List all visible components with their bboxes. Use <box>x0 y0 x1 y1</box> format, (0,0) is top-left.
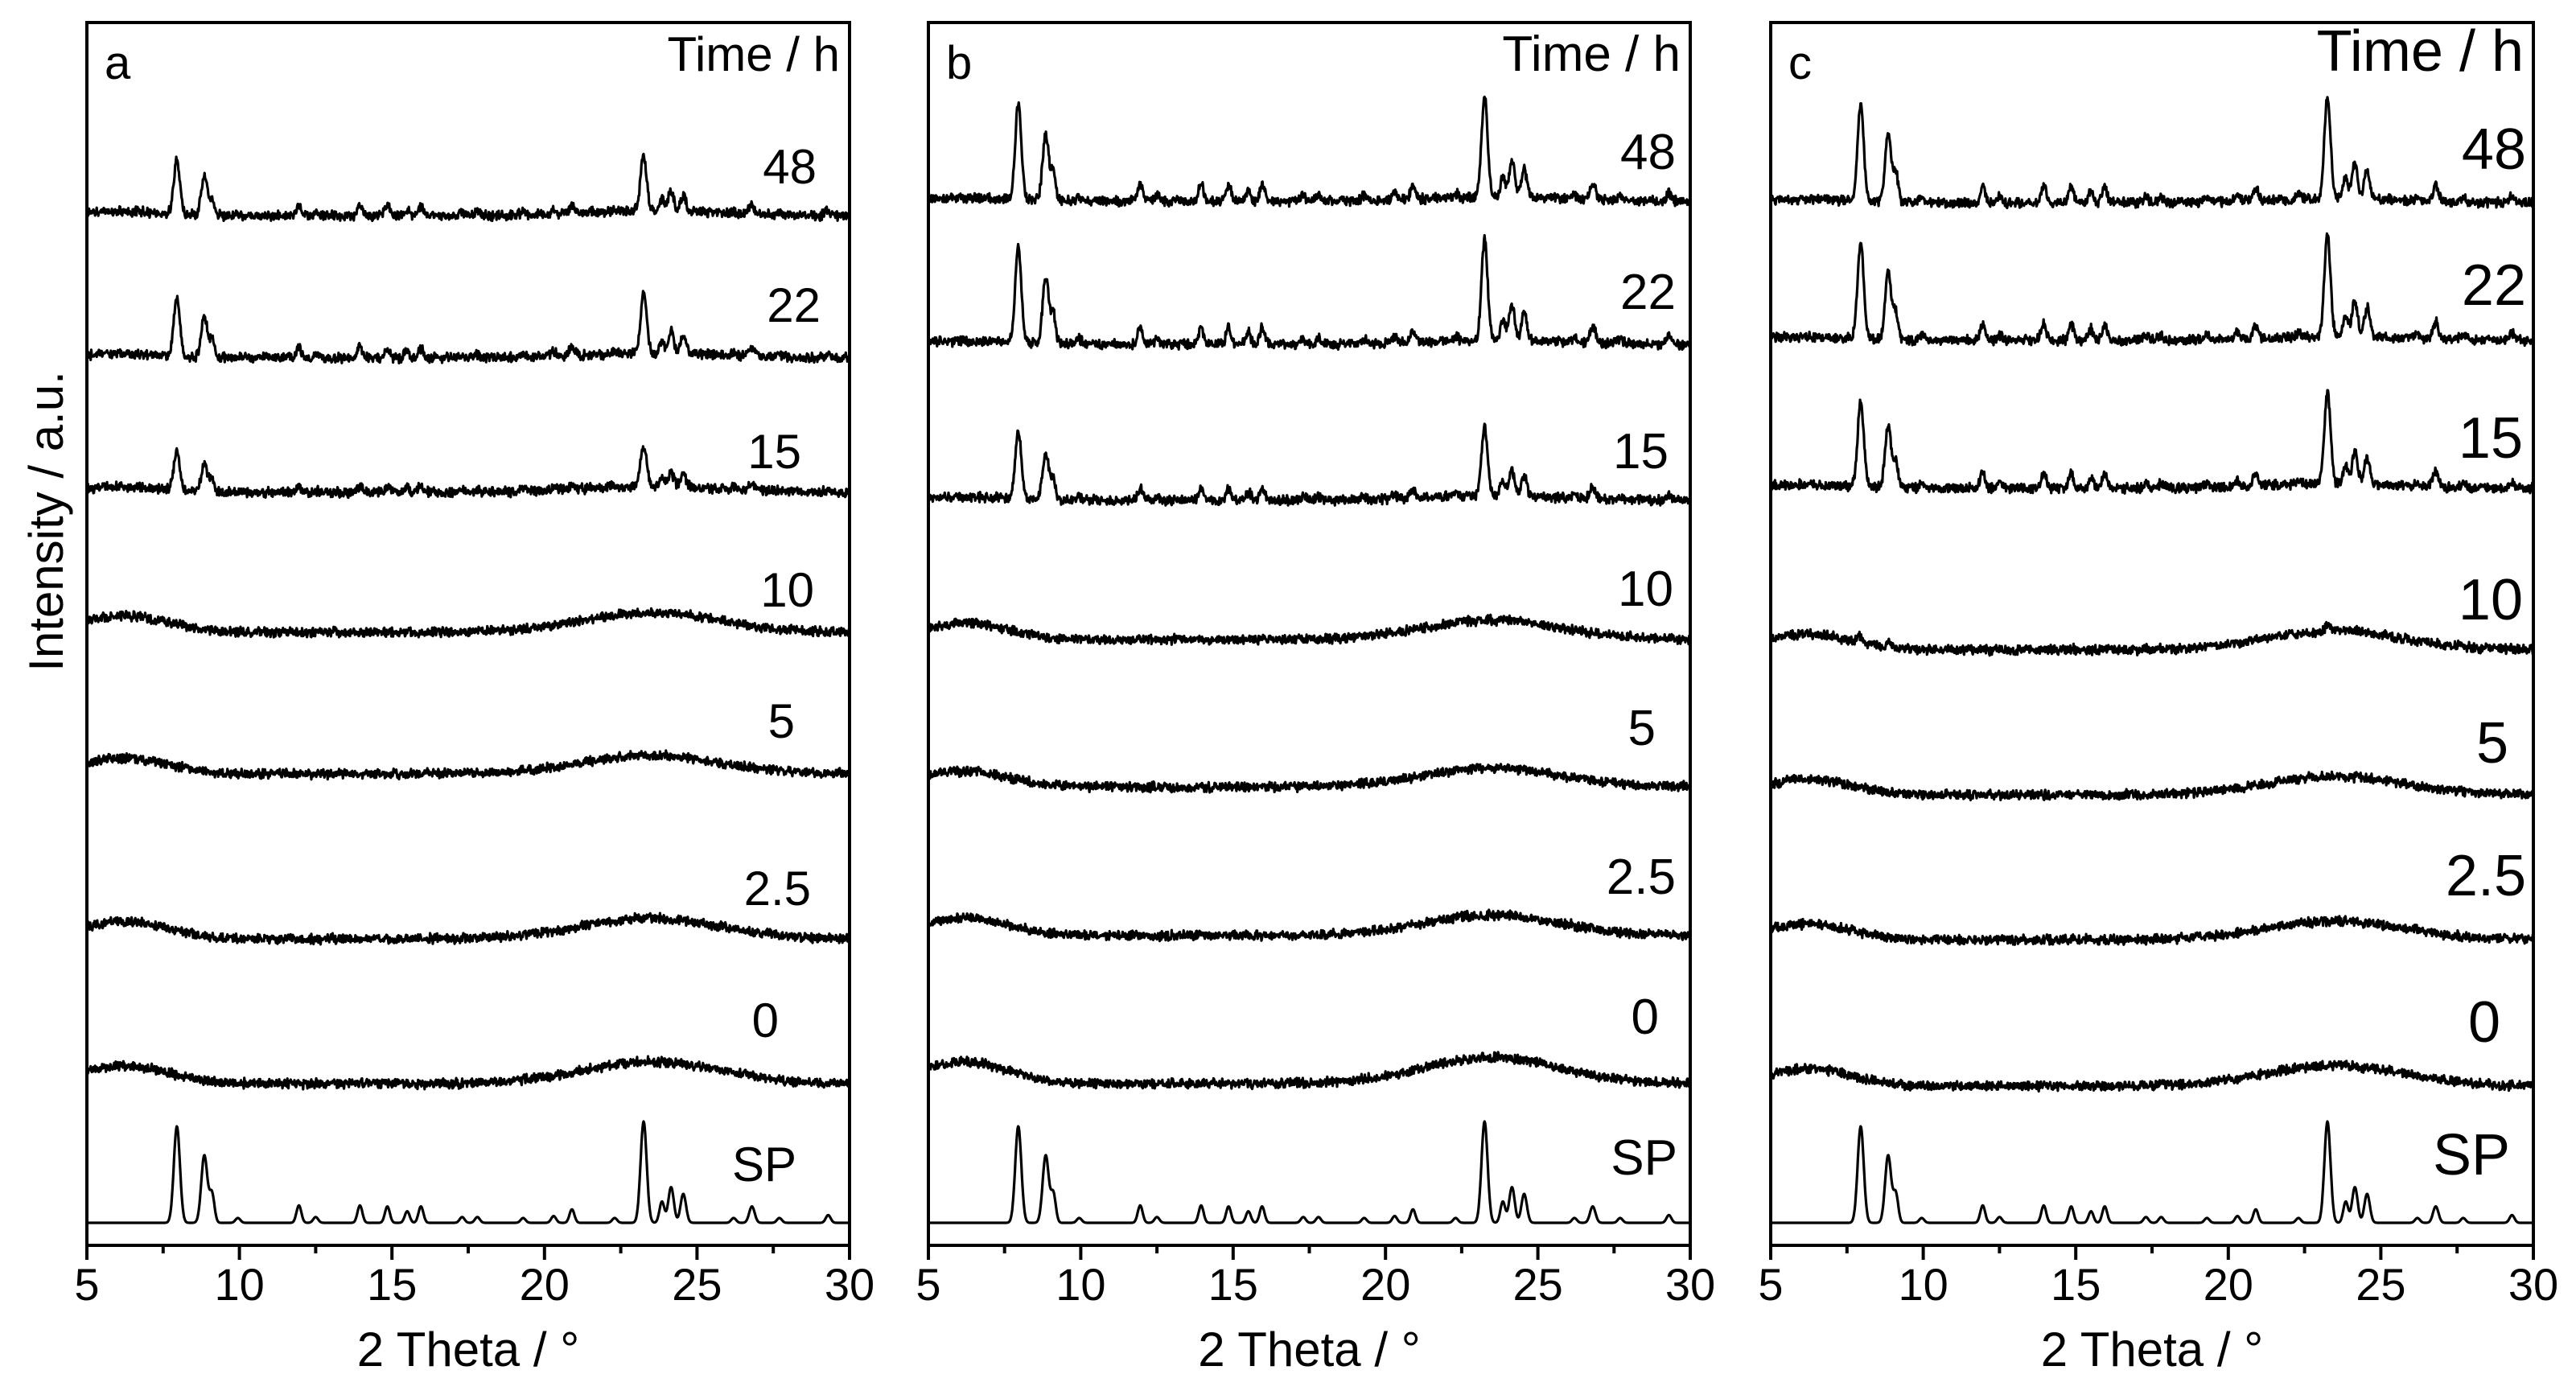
time-header: Time / h <box>668 27 840 81</box>
series-line-5 <box>927 763 1692 794</box>
series-line-48 <box>86 152 851 223</box>
series-label: 5 <box>768 694 795 748</box>
series-label: 15 <box>2459 406 2523 471</box>
x-tick-label: 30 <box>825 1259 874 1310</box>
series-line-15 <box>1769 389 2535 495</box>
series-line-15 <box>85 445 851 500</box>
time-header: Time / h <box>1502 27 1681 82</box>
x-tick-label: 20 <box>1360 1259 1410 1310</box>
series-label: 15 <box>747 425 801 479</box>
series-label: 0 <box>1632 990 1659 1045</box>
x-tick-label: 5 <box>916 1259 940 1310</box>
x-tick-label: 20 <box>520 1259 570 1310</box>
series-label: 2.5 <box>1607 850 1676 905</box>
series-label: 2.5 <box>744 862 811 916</box>
series-line-48 <box>927 95 1692 208</box>
x-tick-label: 25 <box>2356 1259 2405 1310</box>
x-tick-label: 15 <box>367 1259 417 1310</box>
series-label: 5 <box>1628 701 1656 756</box>
series-label: 5 <box>2476 711 2508 776</box>
series-line-0 <box>1769 1060 2535 1093</box>
series-line-2_5 <box>1769 915 2535 946</box>
x-tick-label: 5 <box>1758 1259 1783 1310</box>
series-line-10 <box>86 607 851 639</box>
x-tick-label: 20 <box>2204 1259 2253 1310</box>
x-tick-label: 10 <box>1898 1259 1948 1310</box>
panel-label: b <box>946 37 972 89</box>
series-label: 10 <box>1618 562 1673 617</box>
panel-c: 5 10 15 20 25 30 2 Theta / ° c Time / h 48 22 15 10 5… <box>1758 19 2558 1376</box>
series-label: 0 <box>2468 990 2500 1055</box>
panel-b: 5 10 15 20 25 30 2 Theta / ° b Time / h 48 22 15 10 5… <box>916 21 1715 1376</box>
series-label: 22 <box>2462 253 2526 318</box>
y-axis-label: Intensity / a.u. <box>19 371 73 672</box>
series-line-15 <box>927 422 1692 507</box>
series-line-10 <box>1769 620 2535 657</box>
panel-label: a <box>105 37 131 89</box>
x-axis-label: 2 Theta / ° <box>1198 1323 1420 1376</box>
series-label: 48 <box>1620 125 1676 180</box>
x-axis-label: 2 Theta / ° <box>2041 1323 2263 1376</box>
x-tick-label: 30 <box>1665 1259 1715 1310</box>
series-label: 22 <box>767 278 821 332</box>
series-label: 10 <box>2459 568 2523 632</box>
series-label: 2.5 <box>2446 844 2526 908</box>
series-label: SP <box>1611 1130 1677 1186</box>
x-tick-label: 5 <box>74 1259 99 1310</box>
series-line-10 <box>927 613 1692 646</box>
series-line-0 <box>927 1051 1692 1091</box>
x-tick-label: 25 <box>1512 1259 1562 1310</box>
series-line-22 <box>927 233 1692 351</box>
series-line-SP <box>86 1120 850 1224</box>
x-tick-label: 10 <box>1056 1259 1105 1310</box>
panel-a: 5 10 15 20 25 30 2 Theta / ° a Time / h 48 22 15 10 5… <box>19 21 874 1376</box>
x-tick-label: 15 <box>1208 1259 1258 1310</box>
x-tick-label: 15 <box>2051 1259 2101 1310</box>
x-axis-label: 2 Theta / ° <box>357 1323 579 1376</box>
time-header: Time / h <box>2317 19 2524 84</box>
series-line-22 <box>1769 232 2535 348</box>
series-line-SP <box>1770 1120 2534 1224</box>
series-line-0 <box>86 1055 851 1091</box>
series-line-SP <box>928 1120 1691 1224</box>
series-label: 22 <box>1620 265 1676 320</box>
x-tick-label: 10 <box>214 1259 264 1310</box>
series-label: 48 <box>763 140 817 194</box>
series-line-2_5 <box>85 911 851 946</box>
series-label: SP <box>732 1138 796 1191</box>
series-label: 48 <box>2462 117 2526 182</box>
series-label: 15 <box>1613 424 1669 479</box>
series-line-22 <box>85 290 851 364</box>
series-label: 0 <box>752 994 779 1047</box>
panel-label: c <box>1788 37 1812 89</box>
series-label: SP <box>2433 1123 2510 1187</box>
series-label: 10 <box>760 563 814 617</box>
series-line-5 <box>1769 770 2535 802</box>
series-line-5 <box>85 749 850 781</box>
x-tick-label: 30 <box>2508 1259 2558 1310</box>
series-line-2_5 <box>927 908 1692 943</box>
series-line-48 <box>1769 96 2535 210</box>
x-tick-label: 25 <box>672 1259 722 1310</box>
